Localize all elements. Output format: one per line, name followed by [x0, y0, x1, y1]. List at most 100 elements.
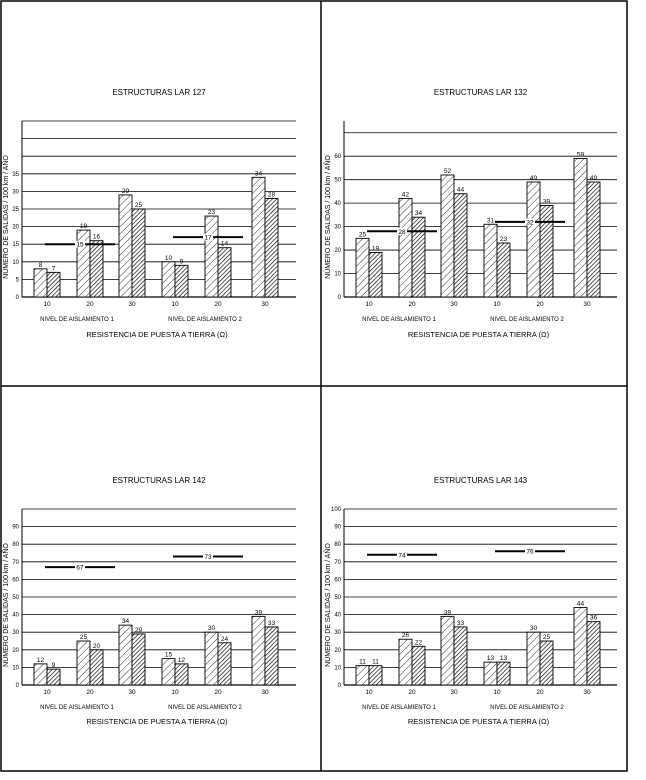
bar-dark-hatched	[539, 205, 554, 298]
bar-value-label-dark: 34	[415, 210, 423, 217]
reference-line-label: 15	[76, 242, 84, 249]
y-tick-label: 40	[334, 201, 341, 207]
x-tick-label: 10	[43, 301, 51, 308]
bar-dark-hatched	[131, 208, 146, 298]
bar-value-label-dark: 14	[221, 241, 229, 248]
bar-value-label-dark: 23	[500, 236, 508, 243]
x-tick-label: 30	[128, 301, 136, 308]
y-tick-label: 50	[334, 595, 341, 601]
group-label: NIVEL DE AISLAMIENTO 1	[40, 317, 114, 323]
x-tick-label: 20	[86, 689, 94, 696]
bar-hatched	[204, 215, 219, 298]
bar-dark-hatched	[411, 645, 426, 686]
y-tick-label: 90	[12, 525, 19, 531]
bar-value-label-dark: 7	[52, 265, 56, 272]
y-tick-label: 100	[331, 507, 342, 513]
x-tick-label: 20	[214, 301, 222, 308]
y-tick-label: 70	[334, 560, 341, 566]
y-tick-label: 20	[334, 248, 341, 254]
x-axis-label: RESISTENCIA DE PUESTA A TIERRA (Ω)	[86, 717, 228, 726]
x-axis-label: RESISTENCIA DE PUESTA A TIERRA (Ω)	[86, 330, 228, 339]
bar-value-label-hatched: 15	[165, 652, 173, 659]
x-tick-label: 10	[493, 689, 501, 696]
bar-hatched	[483, 223, 498, 298]
x-tick-label: 10	[171, 689, 179, 696]
bar-value-label-dark: 39	[543, 198, 551, 205]
bar-value-label-hatched: 25	[359, 231, 367, 238]
bar-dark-hatched	[89, 649, 104, 686]
reference-line-label-bg	[75, 240, 85, 248]
y-tick-label: 40	[334, 613, 341, 619]
bar-hatched	[483, 661, 498, 686]
y-tick-label: 90	[334, 525, 341, 531]
x-tick-label: 20	[536, 689, 544, 696]
bar-value-label-dark: 25	[543, 634, 551, 641]
bar-dark-hatched	[131, 633, 146, 686]
y-tick-label: 60	[334, 154, 341, 160]
bar-hatched	[33, 663, 48, 686]
group-label: NIVEL DE AISLAMIENTO 2	[490, 317, 564, 323]
bar-value-label-hatched: 29	[122, 188, 130, 195]
bar-value-label-dark: 33	[457, 620, 465, 627]
bar-dark-hatched	[453, 193, 468, 298]
bar-value-label-dark: 19	[372, 245, 380, 252]
y-tick-label: 80	[334, 542, 341, 548]
bar-dark-hatched	[217, 247, 232, 298]
bar-hatched	[526, 631, 541, 686]
reference-line-label-bg	[397, 227, 407, 235]
x-tick-label: 30	[261, 689, 269, 696]
bar-value-label-dark: 49	[590, 175, 598, 182]
group-label: NIVEL DE AISLAMIENTO 2	[168, 317, 242, 323]
chart-title: ESTRUCTURAS LAR 142	[112, 476, 206, 485]
bar-value-label-hatched: 19	[80, 223, 88, 230]
reference-line-label-bg	[525, 547, 535, 555]
bar-value-label-hatched: 8	[39, 262, 43, 269]
y-axis-label: NÚMERO DE SALIDAS / 100 km / AÑO	[323, 155, 332, 279]
bar-hatched	[398, 638, 413, 686]
bar-hatched	[440, 174, 455, 298]
reference-line-label: 28	[398, 229, 406, 236]
chart-4: ESTRUCTURAS LAR 143 0 10 20 30 40 50 60 70 80 90 10…	[323, 476, 617, 726]
bar-dark-hatched	[89, 240, 104, 298]
x-tick-label: 30	[583, 689, 591, 696]
bar-hatched	[161, 658, 176, 686]
bar-value-label-hatched: 44	[577, 601, 585, 608]
bar-dark-hatched	[264, 197, 279, 298]
bar-value-label-dark: 36	[590, 615, 598, 622]
y-tick-label: 40	[12, 613, 19, 619]
bar-value-label-dark: 13	[500, 655, 508, 662]
chart-title: ESTRUCTURAS LAR 132	[434, 88, 528, 97]
bar-hatched	[355, 665, 370, 686]
bar-dark-hatched	[368, 665, 383, 686]
y-tick-label: 30	[334, 225, 341, 231]
bar-hatched	[76, 229, 91, 298]
x-tick-label: 30	[128, 689, 136, 696]
bar-value-label-hatched: 39	[255, 609, 263, 616]
group-label: NIVEL DE AISLAMIENTO 1	[362, 317, 436, 323]
bar-value-label-dark: 11	[372, 659, 379, 666]
y-tick-label: 5	[16, 277, 20, 283]
charts-layer: ESTRUCTURAS LAR 12705101520253035NÚMERO …	[1, 88, 617, 726]
x-tick-label: 10	[171, 301, 179, 308]
x-tick-label: 30	[583, 301, 591, 308]
y-tick-label: 20	[12, 648, 19, 654]
bar-value-label-hatched: 42	[402, 191, 410, 198]
bar-value-label-hatched: 34	[255, 170, 263, 177]
x-tick-label: 10	[43, 689, 51, 696]
x-tick-label: 30	[450, 301, 458, 308]
y-tick-label: 10	[12, 260, 19, 266]
bar-value-label-dark: 33	[268, 620, 276, 627]
y-tick-label: 30	[12, 630, 19, 636]
y-tick-label: 15	[12, 242, 19, 248]
reference-line-label: 32	[526, 219, 534, 226]
bar-dark-hatched	[368, 251, 383, 298]
bar-value-label-dark: 28	[268, 191, 276, 198]
reference-line-label-bg	[525, 218, 535, 226]
y-axis-label: NÚMERO DE SALIDAS / 100 km / AÑO	[1, 155, 10, 279]
y-tick-label: 30	[12, 189, 19, 195]
bar-dark-hatched	[496, 661, 511, 686]
bar-value-label-hatched: 11	[359, 659, 366, 666]
bar-hatched	[76, 640, 91, 686]
bar-value-label-dark: 20	[93, 643, 101, 650]
